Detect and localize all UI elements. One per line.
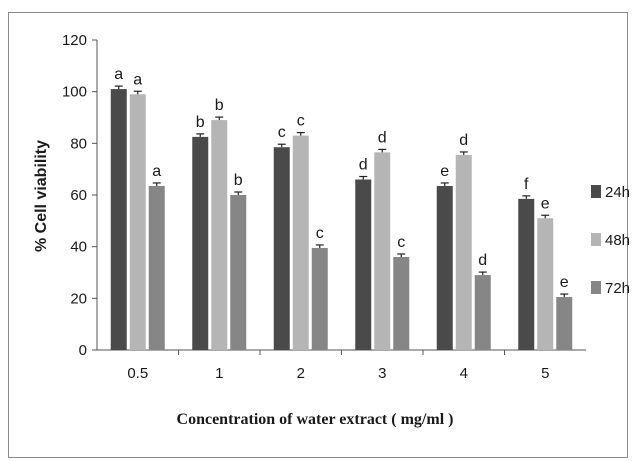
x-tick-label: 2	[297, 365, 305, 382]
y-axis-label: % Cell viability	[33, 140, 50, 252]
significance-letter: e	[440, 163, 449, 180]
y-tick-label: 120	[62, 32, 87, 49]
significance-letter: d	[378, 129, 387, 146]
x-tick-label: 1	[215, 365, 223, 382]
significance-letter: c	[316, 225, 324, 242]
legend-label-72h: 72h	[605, 280, 630, 297]
significance-letter: d	[359, 157, 368, 174]
bar-72h-1	[230, 195, 247, 350]
legend-swatch-24h	[591, 185, 601, 198]
x-tick-label: 0.5	[127, 365, 148, 382]
y-tick-label: 60	[70, 187, 87, 204]
y-tick-label: 80	[70, 135, 87, 152]
bar-24h-3	[355, 179, 372, 350]
legend-label-24h: 24h	[605, 184, 630, 201]
x-axis-label: Concentration of water extract ( mg/ml )	[177, 411, 454, 428]
significance-letter: c	[297, 113, 305, 130]
significance-letter: e	[560, 274, 569, 291]
bar-48h-5	[537, 218, 554, 350]
legend-swatch-72h	[591, 281, 601, 294]
legend-swatch-48h	[591, 233, 601, 246]
bar-48h-1	[211, 120, 228, 350]
significance-letter: a	[133, 71, 142, 88]
bar-72h-5	[556, 297, 573, 350]
bar-72h-0.5	[148, 185, 165, 350]
bar-24h-5	[518, 198, 535, 350]
y-tick-label: 20	[70, 290, 87, 307]
bar-24h-0.5	[110, 89, 127, 350]
significance-letter: b	[215, 97, 224, 114]
x-tick-label: 5	[541, 365, 549, 382]
significance-letter: d	[459, 132, 468, 149]
bar-48h-4	[455, 154, 472, 350]
significance-letter: e	[541, 195, 550, 212]
significance-letter: f	[524, 176, 529, 193]
axes: 0 20 40 60 80 100 120 0.5 1 2 3 4 5	[62, 32, 586, 382]
x-tick-label: 3	[378, 365, 386, 382]
y-tick-label: 0	[79, 342, 87, 359]
bar-72h-4	[474, 275, 491, 350]
bar-48h-2	[292, 135, 309, 350]
bar-24h-4	[436, 185, 453, 350]
bar-72h-2	[311, 247, 328, 350]
significance-letter: a	[114, 66, 123, 83]
significance-letter: d	[478, 252, 487, 269]
legend: 24h 48h 72h	[591, 184, 630, 297]
bar-72h-3	[393, 257, 410, 350]
significance-letter: b	[196, 114, 205, 131]
legend-label-48h: 48h	[605, 232, 630, 249]
bar-48h-0.5	[129, 94, 146, 350]
bar-24h-1	[192, 136, 209, 350]
significance-letter: c	[278, 124, 286, 141]
bar-48h-3	[374, 152, 391, 350]
significance-letter: a	[152, 163, 161, 180]
y-tick-label: 40	[70, 239, 87, 256]
bar-24h-2	[273, 147, 290, 350]
significance-letter: c	[397, 234, 405, 251]
y-tick-label: 100	[62, 84, 87, 101]
x-tick-label: 4	[460, 365, 468, 382]
significance-letter: b	[234, 172, 243, 189]
